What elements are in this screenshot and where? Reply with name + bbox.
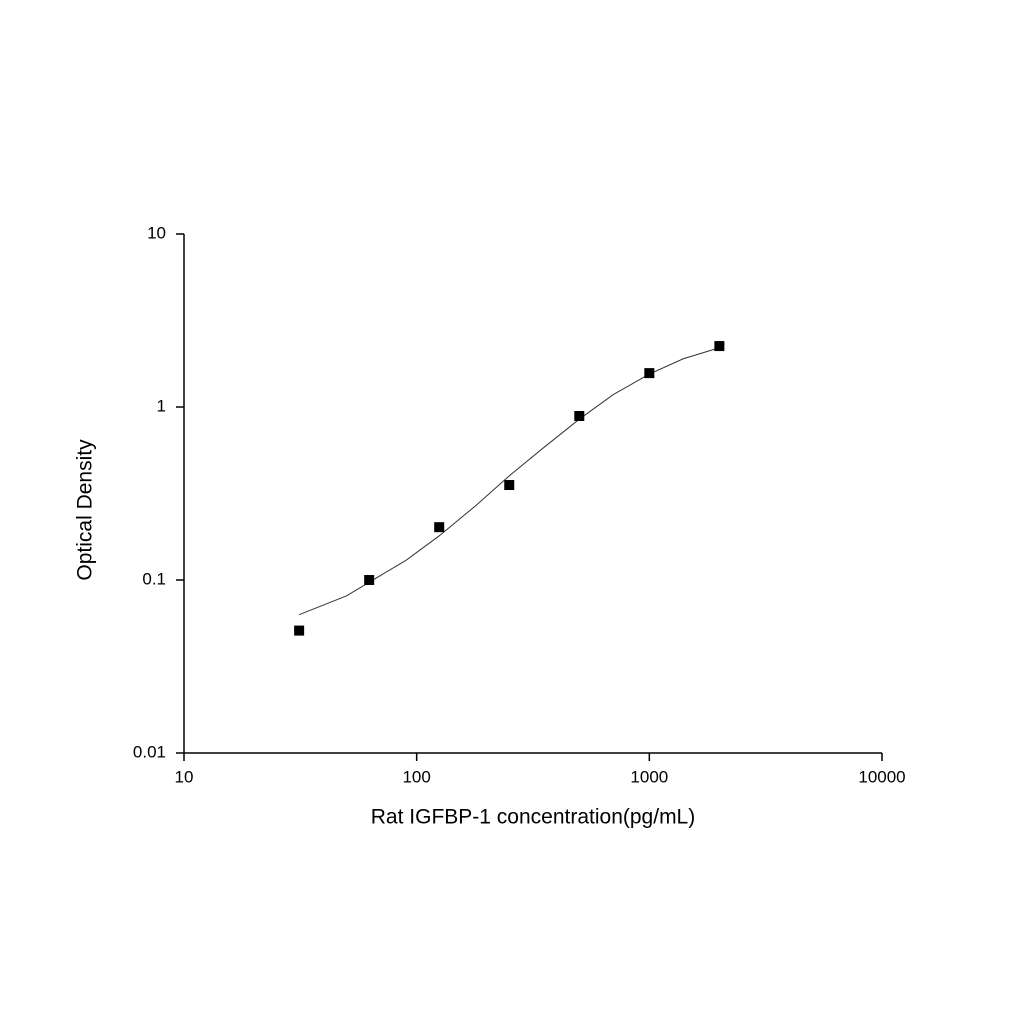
y-tick-label: 0.1 <box>142 569 166 588</box>
data-point <box>504 480 515 491</box>
x-tick-label: 100 <box>402 767 430 786</box>
data-point <box>364 575 375 585</box>
data-point <box>294 625 305 636</box>
x-tick-label: 1000 <box>630 767 668 786</box>
data-point <box>574 411 585 422</box>
x-tick-label: 10000 <box>858 767 905 786</box>
y-tick-label: 10 <box>147 223 166 242</box>
y-tick-label: 0.01 <box>133 742 166 761</box>
x-axis-title: Rat IGFBP-1 concentration(pg/mL) <box>371 806 695 829</box>
y-axis-title: Optical Density <box>74 439 97 581</box>
data-point <box>434 522 445 533</box>
data-point <box>644 368 655 379</box>
data-point <box>714 341 725 352</box>
x-tick-label: 10 <box>175 767 194 786</box>
y-tick-label: 1 <box>157 396 166 415</box>
